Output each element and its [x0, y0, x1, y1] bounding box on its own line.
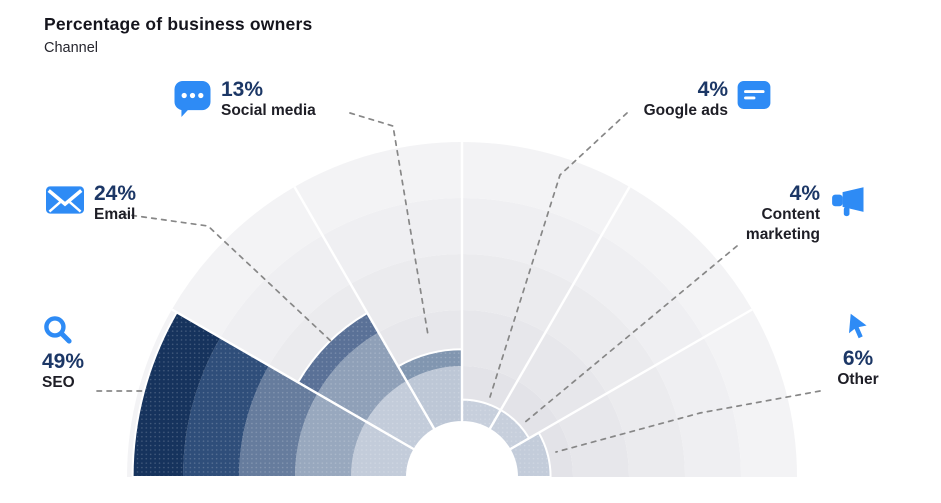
chart-header: Percentage of business owners Channel	[44, 14, 312, 56]
leader-line-content-marketing	[523, 245, 738, 424]
grid-ring-3-sector-4	[220, 235, 351, 366]
seo-percentage: 49%	[42, 350, 85, 373]
grid-ring-1-sector-2	[462, 310, 546, 381]
chat-bubble-icon	[174, 81, 211, 121]
chart-title: Percentage of business owners	[44, 14, 313, 34]
label-content-marketing: 4% Content marketing	[726, 182, 866, 245]
grid-ring-3-sector-3	[322, 198, 462, 284]
label-seo: 49% SEO	[42, 314, 84, 393]
leader-line-email	[121, 213, 335, 345]
leader-line-google-ads	[489, 112, 628, 398]
envelope-icon	[46, 184, 84, 225]
grid-ring-2-sector-2	[462, 254, 574, 333]
sector-divider	[487, 186, 631, 431]
leader-line-other	[555, 390, 821, 453]
label-email: 24% Email	[46, 182, 136, 225]
grid-ring-4-sector-1	[601, 186, 753, 338]
search-icon	[42, 314, 84, 345]
sector-divider	[171, 308, 416, 452]
wedge-email[interactable]	[296, 311, 436, 451]
label-social-media: 13% Social media	[174, 78, 316, 121]
grid-ring-1-sector-0	[558, 393, 629, 477]
grid-ring-4-sector-0	[703, 309, 798, 477]
label-other: 6% Other	[820, 312, 896, 390]
label-google-ads: 4% Google ads	[644, 78, 771, 121]
grid-ring-2-sector-1	[545, 283, 656, 394]
grid-ring-2-sector-3	[350, 254, 462, 333]
grid-ring-4-sector-2	[462, 142, 630, 236]
grid-ring-3-sector-1	[573, 235, 704, 366]
other-category: Other	[837, 371, 879, 388]
grid-ring-1-sector-1	[517, 332, 607, 422]
grid-ring-2-sector-4	[268, 283, 379, 394]
google-ads-percentage: 4%	[697, 78, 728, 101]
cursor-icon	[845, 312, 871, 342]
seo-category: SEO	[42, 374, 75, 391]
wedge-social-media[interactable]	[396, 348, 463, 431]
ad-document-icon	[737, 80, 771, 121]
sector-divider	[508, 308, 753, 452]
grid-ring-3-sector-2	[462, 198, 602, 284]
sector-divider	[293, 186, 437, 431]
email-percentage: 24%	[94, 182, 137, 205]
wedge-seo[interactable]	[131, 310, 416, 478]
megaphone-icon	[829, 186, 866, 245]
google-ads-category: Google ads	[643, 102, 728, 119]
grid-ring-3-sector-0	[655, 337, 741, 477]
content-marketing-percentage: 4%	[789, 182, 820, 205]
email-category: Email	[94, 206, 136, 223]
content-marketing-category: Content marketing	[745, 206, 820, 243]
grid-ring-4-sector-3	[294, 142, 462, 236]
social-media-category: Social media	[221, 102, 316, 119]
other-percentage: 6%	[842, 347, 874, 370]
social-media-percentage: 13%	[221, 78, 264, 101]
leader-line-social-media	[349, 112, 429, 336]
chart-subtitle: Channel	[44, 40, 99, 56]
grid-ring-2-sector-0	[606, 365, 685, 477]
